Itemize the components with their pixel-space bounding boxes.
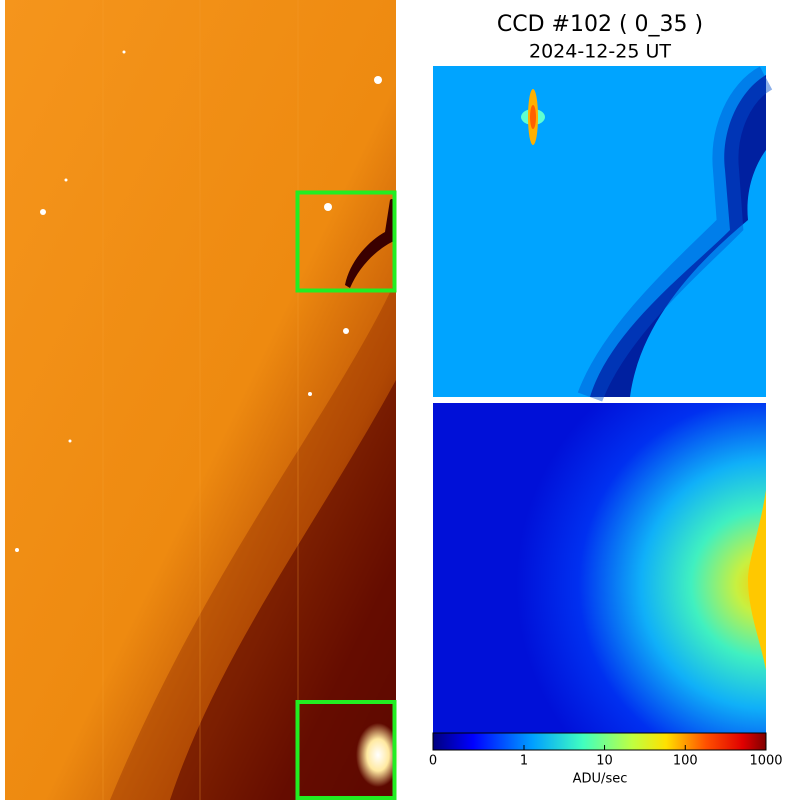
colorbar-tick-label: 1 xyxy=(520,754,528,769)
colorbar xyxy=(432,732,767,751)
colorbar-label: ADU/sec xyxy=(573,772,628,787)
zoom-bottom xyxy=(433,403,766,733)
colorbar-tick-label: 100 xyxy=(673,754,698,769)
colorbar-tick-label: 1000 xyxy=(749,754,782,769)
title: CCD #102 ( 0_35 ) xyxy=(497,12,703,37)
colorbar-tick-label: 10 xyxy=(596,754,613,769)
ccd-image xyxy=(5,0,400,800)
zoom-top xyxy=(433,66,773,402)
subtitle: 2024-12-25 UT xyxy=(529,41,671,63)
colorbar-tick-label: 0 xyxy=(429,754,437,769)
